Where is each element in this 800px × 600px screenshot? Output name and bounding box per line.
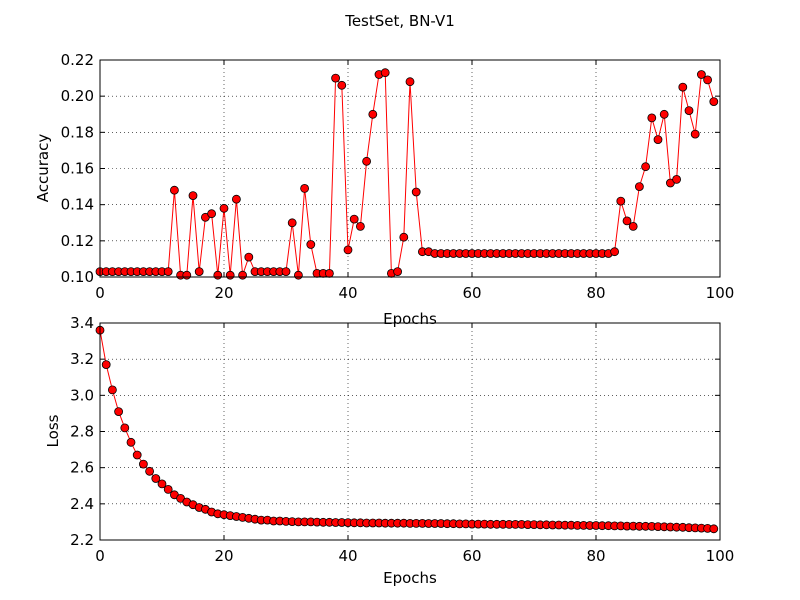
accuracy-data-point bbox=[641, 162, 650, 172]
accuracy-data-point bbox=[219, 203, 229, 213]
accuracy-data-point bbox=[163, 267, 173, 277]
accuracy-data-point bbox=[628, 221, 638, 231]
accuracy-y-tick-label: 0.22 bbox=[61, 51, 94, 69]
accuracy-data-point bbox=[703, 75, 712, 85]
loss-data-point bbox=[151, 474, 161, 483]
loss-y-tick-label: 3.2 bbox=[70, 350, 94, 368]
loss-x-tick-label: 80 bbox=[586, 547, 605, 565]
loss-y-tick-label: 3.4 bbox=[70, 314, 94, 332]
accuracy-series-line bbox=[100, 72, 715, 276]
loss-series-line bbox=[99, 330, 714, 530]
accuracy-x-tick-label: 0 bbox=[95, 284, 105, 302]
accuracy-data-point bbox=[368, 109, 378, 119]
accuracy-data-point bbox=[616, 196, 626, 206]
accuracy-data-point bbox=[399, 232, 409, 242]
accuracy-x-tick-label: 40 bbox=[338, 284, 357, 302]
accuracy-data-point bbox=[610, 247, 619, 257]
accuracy-data-point bbox=[213, 270, 223, 280]
accuracy-y-tick-label: 0.16 bbox=[61, 160, 94, 178]
loss-data-point bbox=[157, 479, 167, 489]
accuracy-x-tick-label: 80 bbox=[586, 284, 605, 302]
accuracy-data-point bbox=[343, 245, 353, 255]
accuracy-data-point bbox=[380, 68, 390, 78]
accuracy-data-point bbox=[635, 182, 644, 192]
loss-x-axis-label: Epochs bbox=[383, 569, 437, 587]
accuracy-data-point bbox=[349, 214, 359, 224]
loss-data-point bbox=[709, 524, 719, 534]
accuracy-data-point bbox=[182, 270, 192, 280]
accuracy-data-point bbox=[306, 240, 316, 249]
accuracy-data-point bbox=[697, 70, 706, 79]
loss-x-tick-label: 20 bbox=[214, 547, 233, 565]
accuracy-data-point bbox=[659, 109, 669, 119]
accuracy-y-tick-label: 0.18 bbox=[61, 123, 94, 141]
loss-y-tick-label: 2.6 bbox=[70, 459, 94, 477]
accuracy-data-point bbox=[324, 268, 334, 278]
accuracy-data-point bbox=[337, 80, 347, 90]
accuracy-y-tick-label: 0.12 bbox=[61, 232, 94, 250]
accuracy-y-tick-label: 0.10 bbox=[61, 268, 94, 286]
loss-data-point bbox=[163, 484, 173, 494]
loss-data-point bbox=[114, 407, 123, 417]
accuracy-data-point bbox=[355, 221, 365, 231]
accuracy-data-point bbox=[684, 106, 694, 115]
accuracy-x-tick-label: 60 bbox=[462, 284, 481, 302]
loss-y-axis-label: Loss bbox=[44, 414, 62, 447]
accuracy-data-point bbox=[622, 216, 632, 226]
loss-y-tick-label: 3.0 bbox=[70, 386, 94, 404]
loss-x-tick-label: 40 bbox=[338, 547, 357, 565]
accuracy-data-point bbox=[194, 267, 204, 277]
loss-panel: 0 20 40 60 80 100 2.2 2.4 2.6 2.8 3.0 3.2 3.4 Epochs… bbox=[44, 314, 734, 587]
accuracy-y-axis-label: Accuracy bbox=[34, 134, 52, 203]
loss-y-tick-label: 2.4 bbox=[70, 495, 94, 513]
accuracy-data-point bbox=[411, 187, 421, 197]
loss-y-tick-label: 2.2 bbox=[70, 531, 94, 549]
accuracy-data-point bbox=[207, 209, 217, 219]
accuracy-data-point bbox=[287, 218, 297, 228]
loss-data-point bbox=[132, 450, 142, 460]
loss-data-point bbox=[108, 385, 117, 395]
accuracy-data-point bbox=[690, 129, 700, 139]
loss-data-point bbox=[145, 466, 155, 476]
accuracy-data-point bbox=[393, 267, 403, 277]
loss-data-point bbox=[101, 360, 111, 370]
accuracy-data-point bbox=[169, 185, 179, 195]
accuracy-data-point bbox=[188, 191, 198, 201]
accuracy-data-point bbox=[405, 77, 415, 87]
accuracy-data-point bbox=[225, 270, 235, 280]
accuracy-x-tick-label: 100 bbox=[706, 284, 735, 302]
loss-y-tick-label: 2.8 bbox=[70, 423, 94, 441]
figure-title: TestSet, BN-V1 bbox=[344, 12, 455, 30]
loss-x-tick-label: 60 bbox=[462, 547, 481, 565]
loss-x-tick-label: 100 bbox=[706, 547, 735, 565]
accuracy-data-point bbox=[678, 82, 688, 92]
accuracy-data-point bbox=[647, 113, 657, 123]
accuracy-data-point bbox=[281, 267, 291, 277]
accuracy-data-point bbox=[709, 97, 719, 106]
accuracy-data-point bbox=[238, 270, 248, 280]
accuracy-data-point bbox=[300, 183, 310, 193]
loss-x-tick-label: 0 bbox=[95, 547, 105, 565]
accuracy-data-point bbox=[231, 194, 241, 204]
loss-data-point bbox=[126, 437, 136, 447]
accuracy-data-point bbox=[362, 156, 372, 166]
accuracy-data-point bbox=[331, 73, 341, 83]
accuracy-data-point bbox=[672, 174, 681, 184]
accuracy-x-axis-label: Epochs bbox=[383, 310, 437, 328]
accuracy-x-tick-label: 20 bbox=[214, 284, 233, 302]
accuracy-data-point bbox=[653, 135, 663, 145]
loss-data-point bbox=[120, 423, 130, 433]
accuracy-data-point bbox=[293, 270, 303, 280]
accuracy-data-point bbox=[244, 252, 254, 262]
accuracy-panel: 0 20 40 60 80 100 0.10 0.12 0.14 0.16 0.18 0.20 0.22… bbox=[34, 51, 734, 328]
accuracy-y-tick-label: 0.20 bbox=[61, 87, 94, 105]
accuracy-y-tick-label: 0.14 bbox=[61, 196, 94, 214]
loss-data-point bbox=[138, 459, 148, 469]
